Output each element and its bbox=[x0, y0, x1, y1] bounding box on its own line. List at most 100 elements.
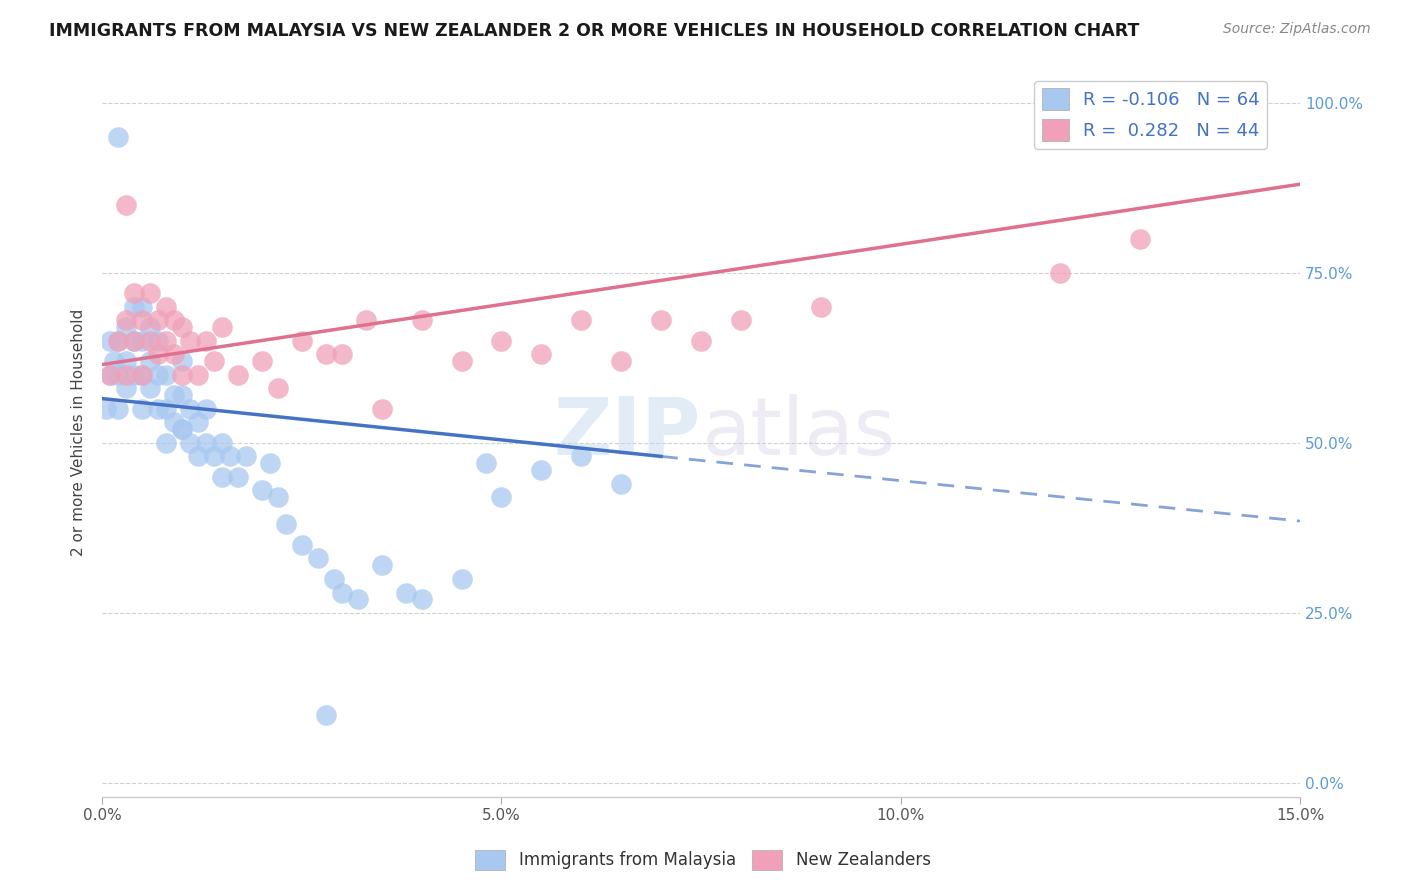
Point bbox=[107, 129, 129, 144]
Text: IMMIGRANTS FROM MALAYSIA VS NEW ZEALANDER 2 OR MORE VEHICLES IN HOUSEHOLD CORREL: IMMIGRANTS FROM MALAYSIA VS NEW ZEALANDE… bbox=[49, 22, 1140, 40]
Point bbox=[1129, 232, 1152, 246]
Point bbox=[98, 334, 121, 348]
Point bbox=[179, 401, 201, 416]
Point bbox=[115, 313, 138, 327]
Point bbox=[187, 450, 209, 464]
Point bbox=[530, 347, 553, 361]
Point bbox=[450, 572, 472, 586]
Point bbox=[131, 313, 153, 327]
Point bbox=[291, 334, 314, 348]
Text: ZIP: ZIP bbox=[554, 393, 702, 472]
Point bbox=[131, 401, 153, 416]
Point bbox=[96, 401, 118, 416]
Point bbox=[450, 354, 472, 368]
Text: Source: ZipAtlas.com: Source: ZipAtlas.com bbox=[1223, 22, 1371, 37]
Point bbox=[115, 368, 138, 382]
Point bbox=[122, 286, 145, 301]
Point bbox=[146, 368, 169, 382]
Legend: Immigrants from Malaysia, New Zealanders: Immigrants from Malaysia, New Zealanders bbox=[468, 843, 938, 877]
Point bbox=[139, 286, 162, 301]
Point bbox=[155, 401, 177, 416]
Point bbox=[146, 334, 169, 348]
Point bbox=[370, 558, 392, 573]
Point bbox=[187, 416, 209, 430]
Point bbox=[346, 592, 368, 607]
Legend: R = -0.106   N = 64, R =  0.282   N = 44: R = -0.106 N = 64, R = 0.282 N = 44 bbox=[1035, 81, 1267, 149]
Point bbox=[195, 435, 218, 450]
Point bbox=[491, 490, 513, 504]
Point bbox=[330, 347, 353, 361]
Point bbox=[122, 368, 145, 382]
Text: atlas: atlas bbox=[702, 393, 896, 472]
Point bbox=[170, 368, 193, 382]
Point bbox=[610, 354, 633, 368]
Point bbox=[235, 450, 257, 464]
Point bbox=[122, 334, 145, 348]
Point bbox=[569, 450, 592, 464]
Point bbox=[131, 368, 153, 382]
Point bbox=[211, 320, 233, 334]
Point bbox=[307, 551, 329, 566]
Point bbox=[155, 300, 177, 314]
Point bbox=[139, 334, 162, 348]
Point bbox=[163, 388, 186, 402]
Point bbox=[491, 334, 513, 348]
Point bbox=[115, 320, 138, 334]
Y-axis label: 2 or more Vehicles in Household: 2 or more Vehicles in Household bbox=[72, 309, 86, 557]
Point bbox=[139, 381, 162, 395]
Point bbox=[219, 450, 242, 464]
Point bbox=[354, 313, 377, 327]
Point bbox=[107, 334, 129, 348]
Point bbox=[530, 463, 553, 477]
Point bbox=[195, 401, 218, 416]
Point bbox=[155, 435, 177, 450]
Point bbox=[155, 334, 177, 348]
Point bbox=[163, 313, 186, 327]
Point bbox=[131, 300, 153, 314]
Point bbox=[315, 347, 337, 361]
Point bbox=[411, 592, 433, 607]
Point bbox=[1049, 266, 1071, 280]
Point bbox=[322, 572, 344, 586]
Point bbox=[139, 320, 162, 334]
Point bbox=[315, 708, 337, 723]
Point bbox=[250, 483, 273, 498]
Point bbox=[730, 313, 752, 327]
Point bbox=[411, 313, 433, 327]
Point bbox=[250, 354, 273, 368]
Point bbox=[170, 422, 193, 436]
Point bbox=[202, 354, 225, 368]
Point bbox=[139, 354, 162, 368]
Point bbox=[187, 368, 209, 382]
Point bbox=[474, 456, 496, 470]
Point bbox=[170, 320, 193, 334]
Point bbox=[115, 197, 138, 211]
Point bbox=[115, 381, 138, 395]
Point bbox=[98, 368, 121, 382]
Point bbox=[146, 347, 169, 361]
Point bbox=[115, 354, 138, 368]
Point bbox=[107, 334, 129, 348]
Point bbox=[195, 334, 218, 348]
Point bbox=[610, 476, 633, 491]
Point bbox=[103, 354, 125, 368]
Point bbox=[170, 388, 193, 402]
Point bbox=[163, 347, 186, 361]
Point bbox=[226, 470, 249, 484]
Point bbox=[98, 368, 121, 382]
Point bbox=[122, 300, 145, 314]
Point bbox=[291, 538, 314, 552]
Point bbox=[211, 470, 233, 484]
Point bbox=[170, 422, 193, 436]
Point bbox=[569, 313, 592, 327]
Point bbox=[131, 368, 153, 382]
Point bbox=[131, 334, 153, 348]
Point bbox=[146, 313, 169, 327]
Point bbox=[267, 381, 290, 395]
Point bbox=[163, 416, 186, 430]
Point bbox=[107, 401, 129, 416]
Point bbox=[155, 368, 177, 382]
Point bbox=[226, 368, 249, 382]
Point bbox=[650, 313, 672, 327]
Point bbox=[179, 435, 201, 450]
